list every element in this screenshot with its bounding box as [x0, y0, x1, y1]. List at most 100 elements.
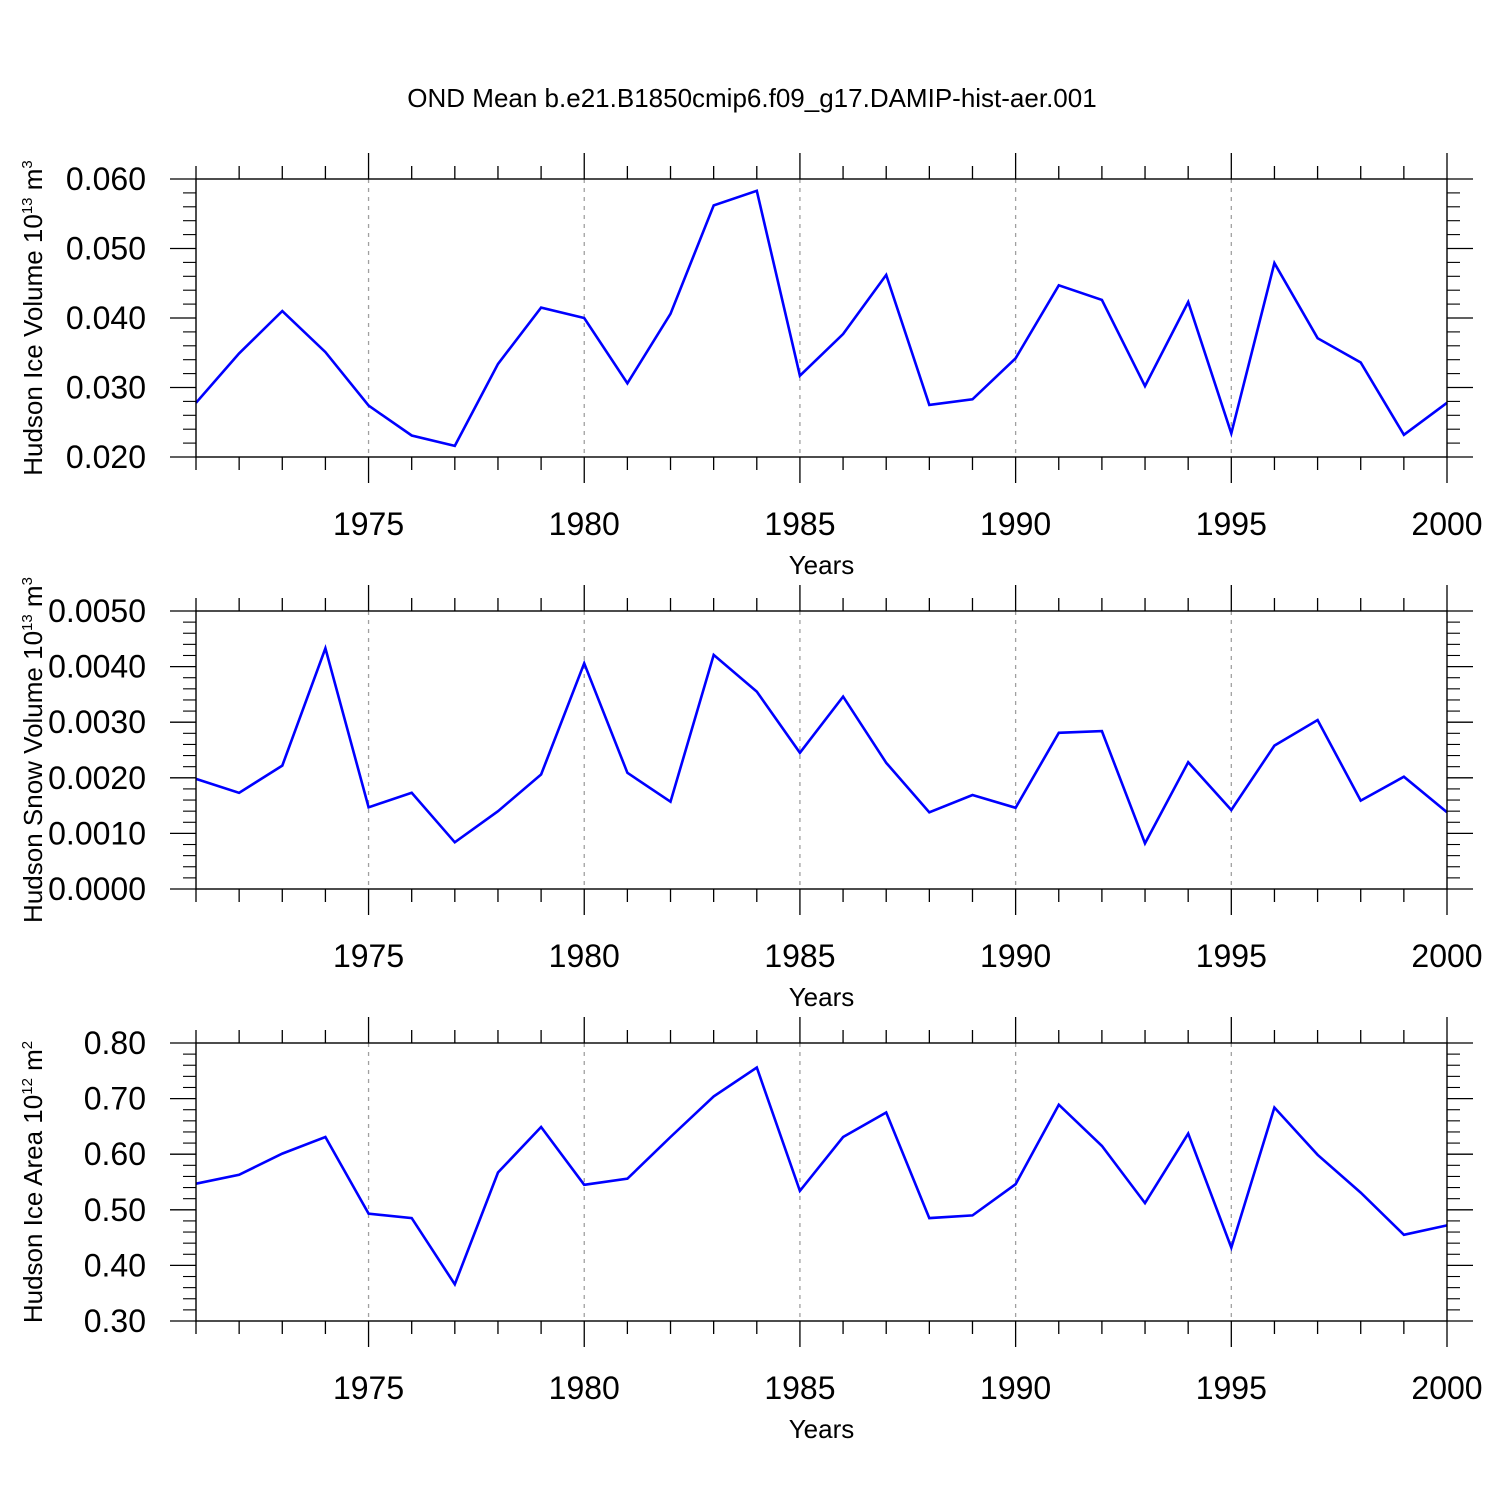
x-tick-label: 1980	[549, 1370, 620, 1406]
data-point	[539, 1125, 543, 1129]
x-tick-label: 1990	[980, 938, 1051, 974]
data-point	[755, 189, 759, 193]
chart-panel-2: 0.0000 0.0010 0.0020 0.0030 0.0040 0.0050 1975…	[18, 577, 1483, 1012]
x-tick-label: 1975	[333, 938, 404, 974]
data-point	[798, 1189, 802, 1193]
x-tick-label: 1990	[980, 506, 1051, 542]
data-point	[453, 444, 457, 448]
plot-frame	[195, 610, 1448, 890]
data-point	[410, 791, 414, 795]
data-point	[582, 1183, 586, 1187]
data-point	[1229, 431, 1233, 435]
data-point	[323, 1135, 327, 1139]
data-point	[1402, 775, 1406, 779]
data-point	[1229, 1246, 1233, 1250]
y-axis-label: Hudson Ice Area 1012 m2	[18, 1041, 48, 1323]
data-point	[582, 316, 586, 320]
series-line	[195, 1065, 1448, 1288]
y-tick-label: 0.30	[84, 1303, 146, 1339]
x-axis-label: Years	[789, 550, 855, 580]
data-point	[1143, 1201, 1147, 1205]
data-point	[1316, 1153, 1320, 1157]
y-tick-label: 0.80	[84, 1025, 146, 1061]
data-point	[798, 751, 802, 755]
data-point	[1100, 1144, 1104, 1148]
data-point	[1272, 744, 1276, 748]
x-tick-label: 1990	[980, 1370, 1051, 1406]
data-point	[669, 800, 673, 804]
data-point	[1359, 360, 1363, 364]
data-point	[1143, 841, 1147, 845]
data-point	[1272, 261, 1276, 265]
data-point	[1014, 806, 1018, 810]
data-point	[841, 695, 845, 699]
data-point	[453, 840, 457, 844]
data-point	[755, 690, 759, 694]
data-point	[280, 1152, 284, 1156]
data-point	[1229, 808, 1233, 812]
data-point	[712, 1094, 716, 1098]
data-point	[1316, 718, 1320, 722]
data-point	[1143, 384, 1147, 388]
data-point	[1402, 1233, 1406, 1237]
data-point	[1186, 1132, 1190, 1136]
data-point	[1316, 336, 1320, 340]
x-tick-label: 1985	[764, 938, 835, 974]
data-point	[1057, 1103, 1061, 1107]
data-point	[927, 810, 931, 814]
data-point	[1100, 729, 1104, 733]
y-tick-label: 0.060	[66, 161, 146, 197]
data-point	[237, 351, 241, 355]
data-point	[669, 312, 673, 316]
x-tick-label: 1995	[1196, 938, 1267, 974]
y-tick-label: 0.70	[84, 1081, 146, 1117]
x-axis-label: Years	[789, 1414, 855, 1444]
series-line	[195, 644, 1448, 847]
data-point	[927, 403, 931, 407]
data-point	[1100, 298, 1104, 302]
data-point	[237, 1173, 241, 1177]
x-tick-label: 1985	[764, 506, 835, 542]
data-point	[453, 1282, 457, 1286]
data-point	[280, 764, 284, 768]
data-point	[970, 1213, 974, 1217]
data-point	[1014, 356, 1018, 360]
data-point	[884, 761, 888, 765]
data-point	[367, 1212, 371, 1216]
x-tick-label: 1980	[549, 938, 620, 974]
chart-panel-3: 0.30 0.40 0.50 0.60 0.70 0.80 1975 1980 1985 1990…	[18, 1017, 1483, 1444]
data-point	[410, 1216, 414, 1220]
data-point	[1402, 433, 1406, 437]
data-point	[625, 381, 629, 385]
data-point	[1272, 1105, 1276, 1109]
data-point	[1359, 1191, 1363, 1195]
x-axis-label: Years	[789, 982, 855, 1012]
y-tick-label: 0.0010	[48, 815, 146, 851]
data-point	[323, 350, 327, 354]
data-point	[539, 772, 543, 776]
x-tick-label: 1985	[764, 1370, 835, 1406]
data-point	[884, 273, 888, 277]
x-tick-label: 2000	[1411, 938, 1482, 974]
data-point	[798, 374, 802, 378]
panels: 0.020 0.030 0.040 0.050 0.060 1975 1980 1985 199…	[18, 153, 1483, 1444]
data-point	[496, 809, 500, 813]
data-point	[367, 805, 371, 809]
series-line	[195, 189, 1448, 448]
data-point	[625, 771, 629, 775]
y-tick-label: 0.50	[84, 1192, 146, 1228]
data-point	[1057, 731, 1061, 735]
data-point	[496, 362, 500, 366]
data-point	[841, 332, 845, 336]
data-point	[755, 1065, 759, 1069]
data-point	[1014, 1182, 1018, 1186]
data-point	[841, 1135, 845, 1139]
y-tick-label: 0.0040	[48, 649, 146, 685]
data-point	[884, 1111, 888, 1115]
x-tick-label: 1975	[333, 1370, 404, 1406]
x-tick-label: 1995	[1196, 1370, 1267, 1406]
data-point	[712, 203, 716, 207]
x-tick-label: 1975	[333, 506, 404, 542]
y-tick-label: 0.020	[66, 439, 146, 475]
data-point	[1359, 799, 1363, 803]
